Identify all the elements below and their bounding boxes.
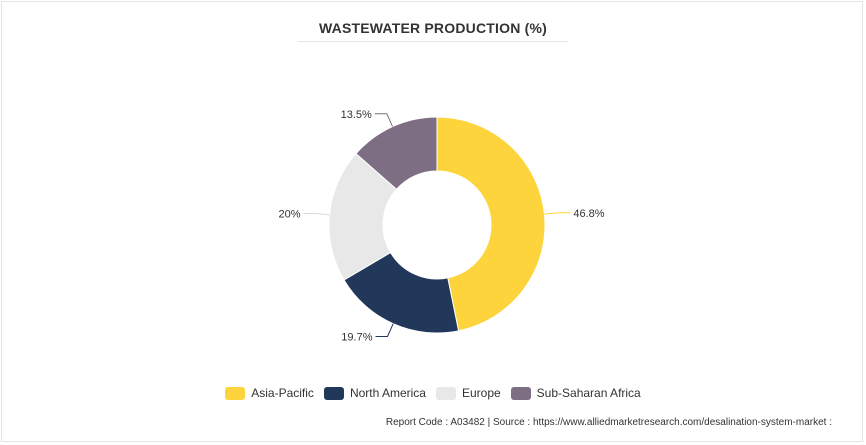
legend-label-sub-saharan-africa: Sub-Saharan Africa xyxy=(536,386,641,400)
legend-item-north-america[interactable]: North America xyxy=(323,386,426,400)
data-label-north-america: 19.7% xyxy=(341,332,372,344)
legend-label-asia-pacific: Asia-Pacific xyxy=(251,386,314,400)
legend-swatch-asia-pacific xyxy=(225,386,246,400)
source-footer: Report Code : A03482 | Source : https://… xyxy=(385,417,832,428)
legend-label-north-america: North America xyxy=(349,386,426,400)
leader-line-north-america xyxy=(375,323,394,338)
slice-sub-saharan-africa[interactable] xyxy=(355,116,438,190)
legend-swatch-europe xyxy=(435,386,456,400)
legend-item-sub-saharan-africa[interactable]: Sub-Saharan Africa xyxy=(510,386,641,400)
legend-item-asia-pacific[interactable]: Asia-Pacific xyxy=(225,386,314,400)
data-label-asia-pacific: 46.8% xyxy=(573,208,604,220)
title-underline xyxy=(298,41,568,42)
legend-label-europe: Europe xyxy=(461,386,501,400)
leader-line-sub-saharan-africa xyxy=(374,113,394,127)
leader-line-europe xyxy=(303,213,330,216)
legend-swatch-sub-saharan-africa xyxy=(510,386,531,400)
legend-item-europe[interactable]: Europe xyxy=(435,386,501,400)
leader-line-asia-pacific xyxy=(544,212,571,215)
slice-asia-pacific[interactable] xyxy=(436,116,546,332)
slice-north-america[interactable] xyxy=(343,251,460,334)
chart-title: WASTEWATER PRODUCTION (%) xyxy=(319,20,547,36)
data-label-europe: 20% xyxy=(279,209,301,221)
data-label-sub-saharan-africa: 13.5% xyxy=(341,109,372,121)
chart-legend: Asia-Pacific North America Europe Sub-Sa… xyxy=(0,386,866,400)
legend-swatch-north-america xyxy=(323,386,344,400)
